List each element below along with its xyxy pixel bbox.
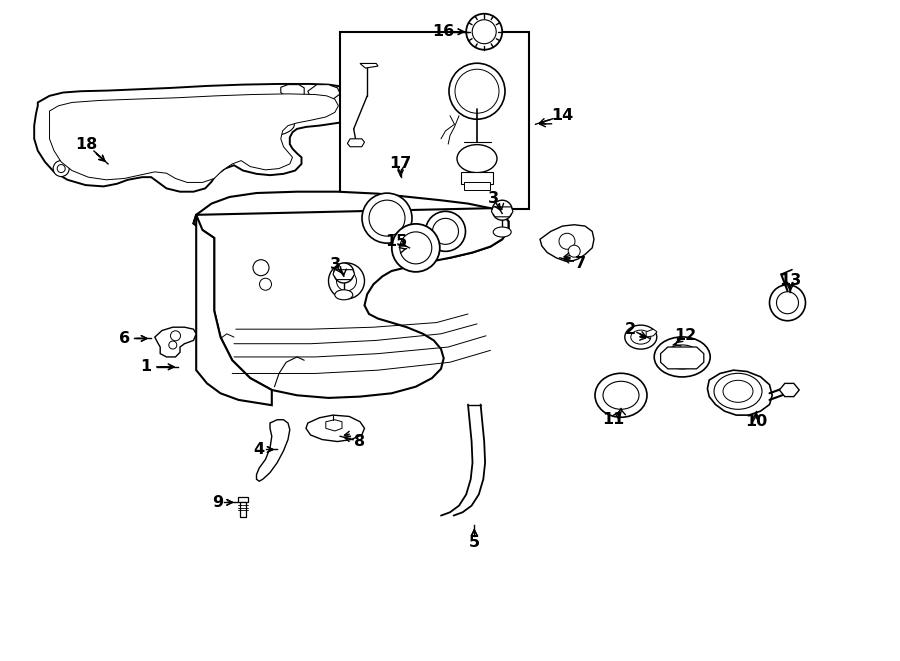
Text: 18: 18 (76, 137, 97, 151)
Circle shape (328, 263, 364, 299)
Circle shape (466, 14, 502, 50)
Ellipse shape (457, 145, 497, 173)
Text: 3: 3 (330, 257, 341, 272)
Circle shape (472, 20, 496, 44)
Circle shape (392, 224, 440, 272)
Text: 8: 8 (355, 434, 365, 449)
Polygon shape (50, 94, 338, 182)
Polygon shape (707, 370, 772, 415)
Ellipse shape (625, 325, 657, 349)
Polygon shape (256, 420, 290, 481)
Ellipse shape (723, 380, 753, 403)
Text: 12: 12 (675, 329, 697, 343)
Circle shape (53, 161, 69, 176)
Polygon shape (281, 85, 304, 98)
Bar (464, 182, 490, 190)
Circle shape (492, 200, 512, 220)
Circle shape (770, 285, 806, 321)
Circle shape (337, 271, 356, 291)
Polygon shape (333, 270, 355, 280)
Circle shape (777, 292, 798, 314)
Circle shape (433, 218, 458, 245)
Circle shape (362, 193, 412, 243)
Ellipse shape (631, 330, 651, 344)
Circle shape (259, 278, 272, 290)
Circle shape (559, 233, 575, 249)
Ellipse shape (255, 118, 294, 136)
Circle shape (170, 330, 181, 341)
Text: 9: 9 (212, 495, 223, 510)
Polygon shape (34, 84, 369, 192)
Circle shape (449, 63, 505, 119)
Circle shape (426, 212, 465, 251)
Text: 16: 16 (433, 24, 454, 39)
Bar (461, 172, 493, 184)
Text: 17: 17 (390, 157, 411, 171)
Text: 5: 5 (469, 535, 480, 549)
Bar (340, 32, 529, 209)
Polygon shape (155, 327, 196, 357)
Circle shape (400, 232, 432, 264)
Polygon shape (194, 208, 508, 398)
Text: 7: 7 (575, 256, 586, 270)
Ellipse shape (714, 373, 762, 409)
Ellipse shape (595, 373, 647, 417)
Ellipse shape (131, 122, 175, 143)
Text: 13: 13 (779, 274, 801, 288)
Circle shape (253, 260, 269, 276)
Ellipse shape (654, 337, 710, 377)
Polygon shape (347, 139, 365, 147)
Text: 1: 1 (140, 360, 151, 374)
Circle shape (58, 165, 65, 173)
Ellipse shape (664, 345, 700, 369)
Polygon shape (540, 225, 594, 261)
Circle shape (369, 200, 405, 236)
Text: 14: 14 (552, 108, 573, 123)
Circle shape (568, 245, 580, 257)
Polygon shape (661, 347, 704, 369)
Ellipse shape (335, 290, 353, 300)
Bar (238, 497, 248, 502)
Text: 6: 6 (119, 331, 130, 346)
Circle shape (334, 263, 354, 283)
Circle shape (455, 69, 499, 113)
Polygon shape (326, 420, 342, 431)
Text: 3: 3 (488, 191, 499, 206)
Polygon shape (646, 329, 657, 337)
Ellipse shape (82, 126, 116, 145)
Ellipse shape (493, 227, 511, 237)
Polygon shape (779, 383, 799, 397)
Text: 10: 10 (745, 414, 767, 429)
Text: 11: 11 (603, 412, 625, 427)
Polygon shape (306, 415, 364, 442)
Polygon shape (194, 192, 508, 264)
Text: 2: 2 (625, 322, 635, 336)
Polygon shape (360, 63, 378, 68)
Circle shape (169, 341, 176, 349)
Text: 4: 4 (254, 442, 265, 457)
Bar (240, 502, 246, 517)
Polygon shape (308, 85, 340, 100)
Ellipse shape (192, 120, 240, 141)
Polygon shape (491, 207, 513, 217)
Text: 15: 15 (385, 234, 407, 249)
Polygon shape (196, 215, 272, 405)
Ellipse shape (603, 381, 639, 409)
